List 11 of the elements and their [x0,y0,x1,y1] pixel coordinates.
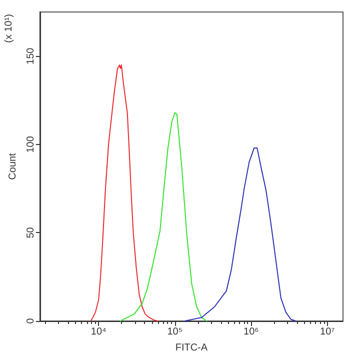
x-axis-title: FITC-A [175,342,208,354]
y-tick-label: 150 [25,47,36,64]
y-tick-label: 0 [25,318,36,324]
y-axis-title: Count [8,152,18,180]
y-tick-label: 100 [25,136,36,153]
x-tick-label: 10⁵ [167,326,183,338]
x-tick-label: 10⁷ [320,326,336,338]
text: (x 10¹) [4,14,14,43]
y-tick-label: 50 [25,226,36,238]
x-tick-label: 10⁴ [90,326,106,338]
x-tick-label: 10⁶ [244,326,259,338]
